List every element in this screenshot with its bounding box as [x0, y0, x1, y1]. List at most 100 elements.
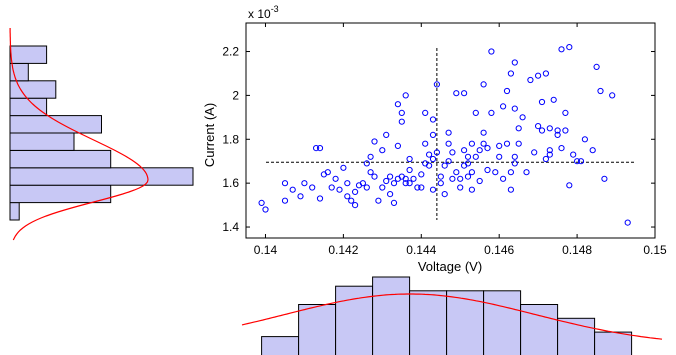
data-point — [461, 147, 468, 154]
data-point — [476, 147, 483, 154]
data-point — [484, 145, 491, 152]
data-point — [480, 140, 487, 147]
data-point — [297, 193, 304, 200]
data-point — [472, 153, 479, 160]
data-point — [496, 142, 503, 149]
histogram-bar — [557, 317, 596, 355]
data-point — [577, 158, 585, 165]
data-point — [566, 182, 573, 189]
data-point — [511, 59, 518, 66]
data-point — [566, 44, 573, 51]
data-point — [414, 184, 421, 191]
data-point — [394, 101, 401, 108]
data-point — [542, 155, 550, 163]
y-tick-label: 1.6 — [222, 176, 239, 190]
data-point — [464, 173, 472, 180]
data-point — [476, 177, 483, 185]
data-point — [511, 153, 518, 160]
y-scale-label: x 10-3 — [248, 4, 279, 21]
x-tick-label: 0.14 — [254, 243, 278, 257]
data-point — [515, 140, 522, 147]
data-point — [281, 180, 289, 187]
x-axis-ticks: 0.14 0.142 0.144 0.146 0.148 0.15 — [254, 23, 667, 257]
data-point — [371, 173, 378, 180]
data-point — [531, 149, 538, 156]
data-point — [437, 180, 444, 187]
data-point — [574, 158, 581, 165]
data-point — [394, 142, 401, 149]
data-points — [258, 44, 631, 226]
data-point — [262, 206, 269, 213]
data-point — [554, 127, 561, 134]
data-point — [597, 87, 604, 95]
data-point — [527, 76, 534, 84]
data-point — [332, 175, 339, 182]
data-point — [418, 184, 425, 191]
data-point — [484, 166, 491, 174]
data-point — [515, 125, 522, 132]
data-point — [379, 184, 386, 191]
data-point — [387, 191, 394, 198]
data-point — [398, 118, 405, 125]
data-point — [609, 92, 616, 99]
x-tick-label: 0.148 — [562, 243, 592, 257]
histogram-bar — [9, 167, 194, 186]
data-point — [344, 193, 351, 200]
y-tick-label: 2.2 — [222, 45, 239, 59]
data-point — [406, 180, 413, 187]
data-point — [511, 160, 518, 167]
data-point — [281, 197, 289, 204]
data-point — [441, 191, 448, 198]
data-point — [457, 184, 464, 191]
data-point — [562, 109, 569, 117]
data-point — [363, 160, 370, 167]
data-point — [480, 81, 487, 88]
histogram-bar — [9, 149, 112, 169]
histogram-bar — [594, 331, 633, 355]
data-point — [429, 116, 437, 123]
data-point — [309, 184, 316, 191]
data-point — [558, 46, 565, 53]
data-point — [546, 151, 553, 158]
data-point — [429, 131, 437, 138]
data-point — [472, 109, 479, 117]
data-point — [344, 180, 351, 187]
scatter-plot: 0.14 0.142 0.144 0.146 0.148 0.15 1.4 1.6 1.8 2 2… — [202, 4, 667, 274]
data-point — [359, 180, 366, 187]
data-point — [468, 169, 475, 176]
data-point — [601, 175, 608, 182]
data-point — [383, 131, 390, 138]
data-point — [535, 72, 542, 79]
data-point — [313, 145, 320, 152]
data-point — [422, 140, 429, 147]
data-point — [387, 173, 394, 180]
data-point — [624, 219, 631, 226]
data-point — [402, 92, 409, 99]
x-tick-label: 0.15 — [643, 243, 667, 257]
data-point — [519, 114, 526, 121]
data-point — [433, 81, 440, 88]
x-tick-label: 0.142 — [328, 243, 358, 257]
data-point — [546, 125, 553, 132]
data-point — [301, 180, 308, 187]
data-point — [441, 162, 448, 169]
data-point — [464, 153, 472, 160]
data-point — [457, 175, 464, 182]
histogram-bar — [446, 290, 485, 355]
data-point — [426, 162, 433, 169]
data-point — [348, 197, 355, 204]
data-point — [371, 138, 378, 145]
data-point — [496, 153, 503, 160]
current-histogram — [9, 28, 194, 241]
data-point — [426, 151, 433, 158]
y-axis-ticks: 1.4 1.6 1.8 2 2.2 — [222, 45, 655, 234]
data-point — [538, 98, 546, 106]
data-point — [445, 158, 452, 165]
data-point — [538, 127, 546, 134]
histogram-bar — [9, 202, 20, 221]
y-tick-label: 1.8 — [222, 132, 239, 146]
histogram-bar — [9, 115, 102, 134]
data-point — [542, 70, 550, 77]
histogram-bar — [9, 80, 57, 99]
